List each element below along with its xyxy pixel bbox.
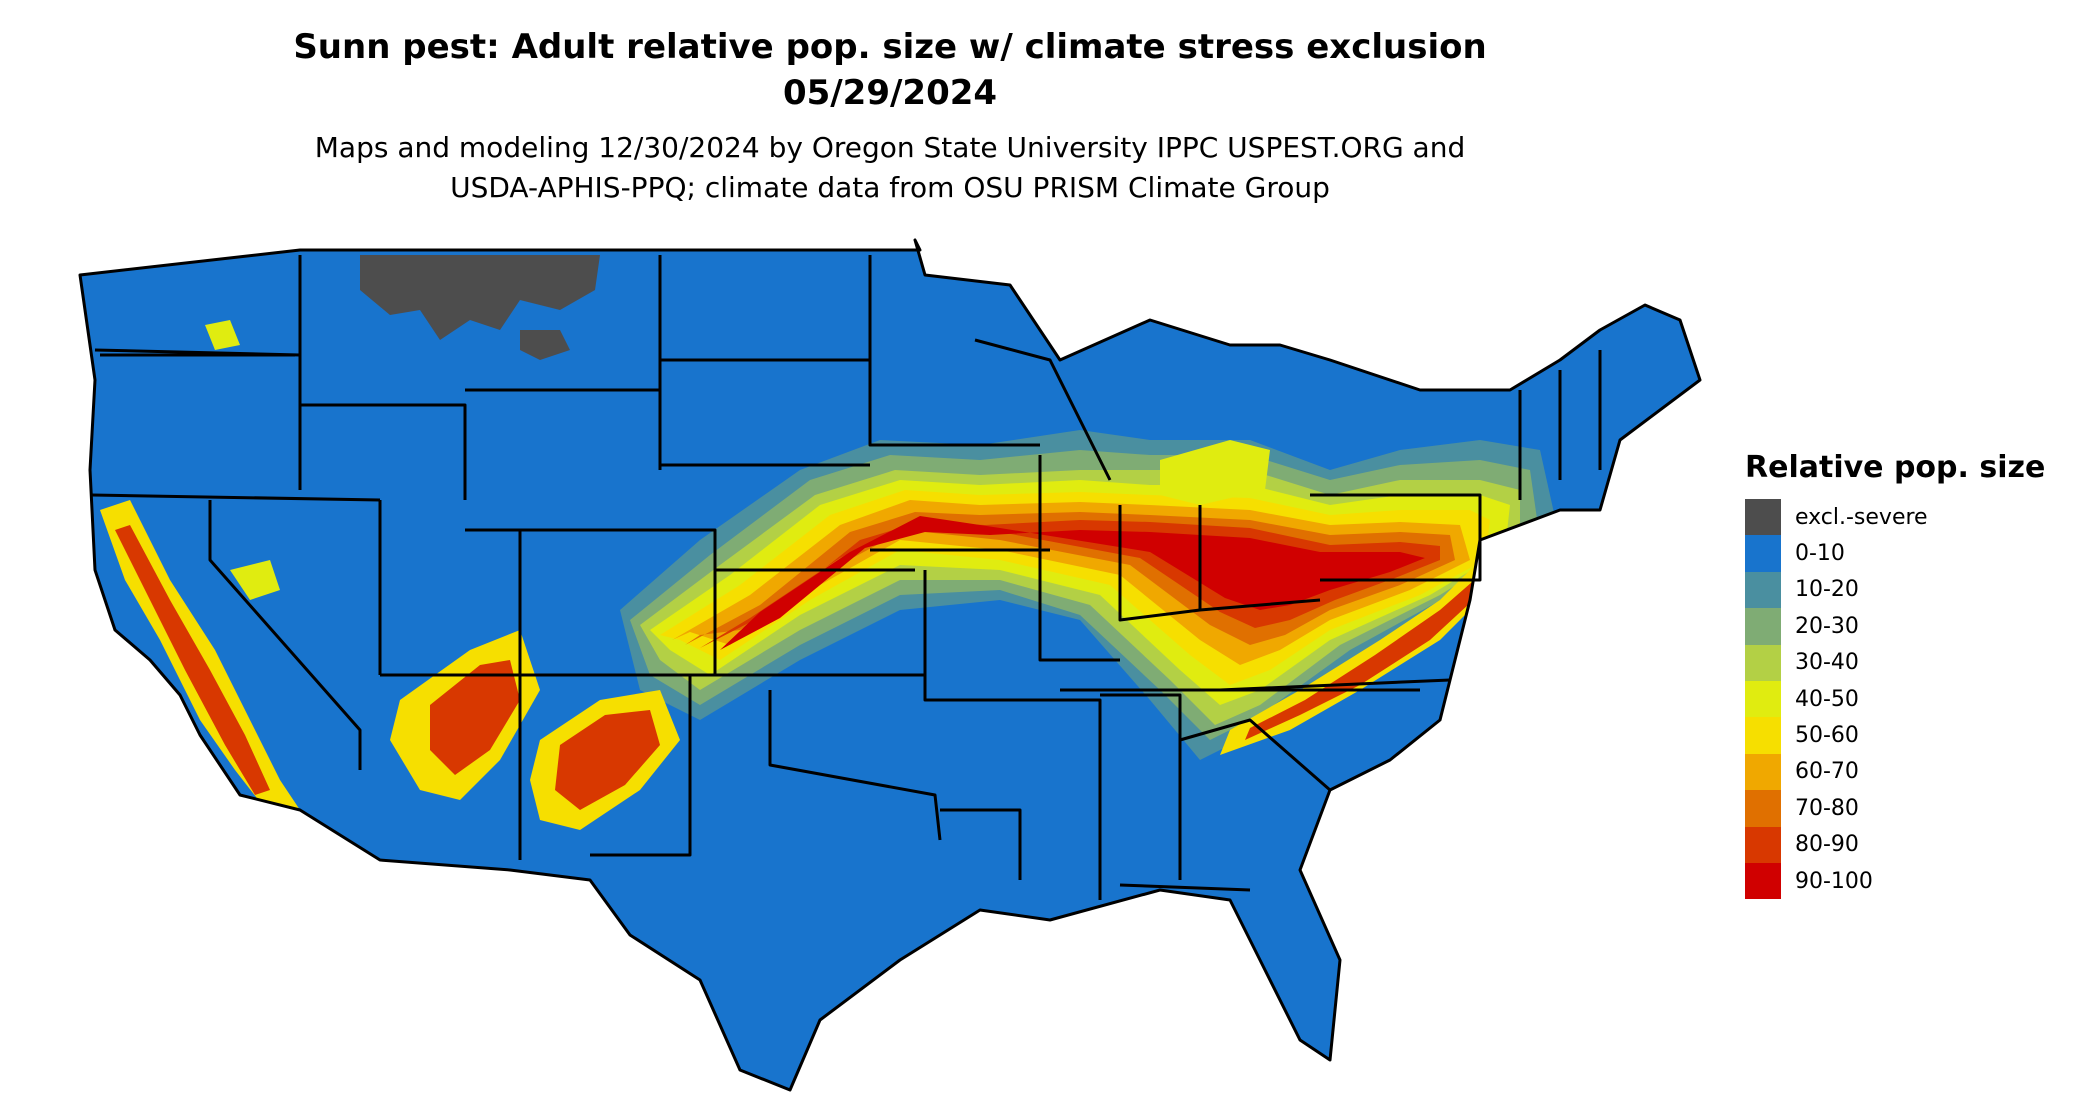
legend-swatch [1745,608,1781,645]
legend-label: 40-50 [1795,686,1859,712]
border-mo-ar [923,570,1060,702]
border-ca-nv [208,500,362,770]
legend-title: Relative pop. size [1745,450,2046,485]
map-title: Sunn pest: Adult relative pop. size w/ c… [0,24,1780,116]
legend-swatch [1745,753,1781,791]
appalachian-band [1220,560,1510,755]
exclusion-region-montana [360,255,600,340]
border-in-oh [1118,505,1201,622]
title-date: 05/29/2024 [782,73,998,113]
legend-swatch [1745,644,1781,681]
legend-label: 70-80 [1795,795,1859,821]
legend-label: 60-70 [1795,759,1859,785]
legend-item: 30-40 [1745,644,2045,681]
exclusion-region-montana-2 [520,330,570,360]
legend-label: 0-10 [1795,541,1845,567]
legend-item: excl.-severe [1745,499,2045,536]
legend-swatch [1745,571,1781,609]
legend-label: 50-60 [1795,723,1859,749]
legend-items: excl.-severe 0-10 10-20 20-30 30-40 40-50 50-6… [1745,499,2045,900]
border-ms-al [1020,698,1102,900]
legend-item: 0-10 [1745,535,2045,572]
border-ok-tx [768,690,942,841]
legend-swatch [1745,680,1781,718]
legend-swatch [1745,826,1781,863]
legend-label: 10-20 [1795,577,1859,603]
legend-item: 50-60 [1745,717,2045,754]
legend-item: 90-100 [1745,862,2045,900]
legend-item: 80-90 [1745,826,2045,863]
border-pa-ny [1310,493,1482,582]
border-or-ca [91,493,381,502]
map-subtitle: Maps and modeling 12/30/2024 by Oregon S… [0,128,1780,208]
legend-swatch [1745,717,1781,754]
legend-item: 70-80 [1745,790,2045,827]
utah-arizona-core [430,660,520,775]
state-borders [78,238,1702,1092]
washington-patch [205,320,240,350]
legend-label: 30-40 [1795,650,1859,676]
border-al-ga [1100,693,1182,880]
border-ar-la [940,808,1022,880]
legend-swatch [1745,499,1781,536]
michigan-band [1160,440,1270,505]
border-wi-mi [974,338,1112,481]
legend: Relative pop. size excl.-severe 0-10 10-20… [1745,450,2046,900]
legend-label: 20-30 [1795,613,1859,639]
border-nc-va [1219,678,1451,692]
border-mn-ia [868,255,1040,447]
legend-swatch [1745,535,1781,572]
border-ga-sc [1179,718,1331,792]
title-line-1: Sunn pest: Adult relative pop. size w/ c… [293,27,1487,67]
legend-swatch [1745,790,1781,827]
population-overlay [100,255,1560,830]
legend-label: excl.-severe [1795,504,1928,530]
us-land [80,240,1700,1090]
nevada-patch [230,560,280,600]
legend-swatch [1745,862,1781,900]
appalachian-core [1245,575,1495,740]
band-90-100 [720,516,1425,650]
legend-item: 60-70 [1745,753,2045,791]
new-mexico-core [555,710,660,810]
legend-item: 20-30 [1745,608,2045,645]
legend-label: 80-90 [1795,832,1859,858]
subtitle-line-2: USDA-APHIS-PPQ; climate data from OSU PR… [450,171,1330,204]
border-new-england [1518,350,1602,500]
border-id-mt [298,255,467,500]
border-fl-panhandle [1119,883,1251,892]
legend-item: 40-50 [1745,680,2045,718]
border-wy-co [465,528,717,675]
legend-label: 90-100 [1795,868,1873,894]
border-il-in [1038,455,1120,662]
us-outline [78,238,1702,1092]
border-oh-pa [1198,505,1321,612]
border-nm-tx [590,675,692,857]
legend-item: 10-20 [1745,571,2045,609]
subtitle-line-1: Maps and modeling 12/30/2024 by Oregon S… [314,131,1466,164]
california-valley-core [115,525,270,795]
